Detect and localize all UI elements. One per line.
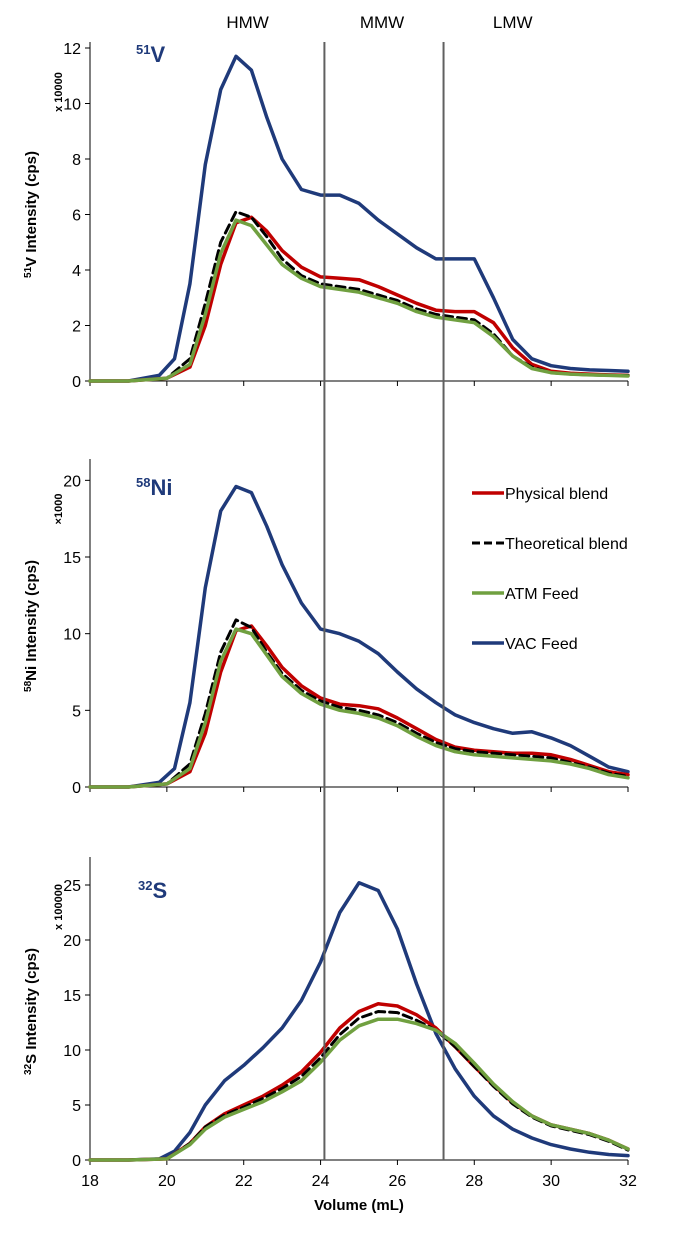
panel-element-isotope: 32 — [138, 878, 152, 893]
y-tick-label: 0 — [72, 374, 81, 391]
region-label-lmw: LMW — [493, 13, 533, 32]
x-tick-label: 32 — [619, 1173, 637, 1190]
y-axis-title-text: S Intensity (cps) — [23, 948, 40, 1064]
panel-element-symbol: V — [150, 42, 165, 67]
legend-label: VAC Feed — [505, 636, 578, 653]
series-atm-feed — [88, 627, 630, 789]
series-theoretical-blend — [88, 210, 630, 383]
y-axis-title-isotope: 51 — [23, 266, 34, 278]
panel-element-isotope: 58 — [136, 475, 150, 490]
y-axis-title: 51V Intensity (cps) — [23, 151, 40, 278]
series-vac-feed — [88, 484, 630, 789]
y-tick-label: 20 — [63, 933, 81, 950]
legend-item: Physical blend — [472, 486, 608, 503]
y-tick-label: 5 — [72, 703, 81, 720]
y-multiplier: x 10000 — [53, 72, 65, 112]
y-tick-label: 10 — [63, 627, 81, 644]
series-vac-feed — [88, 881, 630, 1162]
x-tick-label: 18 — [81, 1173, 99, 1190]
region-labels: HMW MMW LMW — [226, 13, 532, 32]
region-label-hmw: HMW — [226, 13, 268, 32]
region-label-mmw: MMW — [360, 13, 404, 32]
y-tick-label: 25 — [63, 878, 81, 895]
y-tick-label: 15 — [63, 550, 81, 567]
legend-item: ATM Feed — [472, 586, 579, 603]
y-tick-label: 20 — [63, 473, 81, 490]
y-axis-title: 32S Intensity (cps) — [23, 948, 40, 1075]
series-atm-feed — [88, 1017, 630, 1162]
y-multiplier: x 100000 — [53, 884, 65, 930]
x-tick-label: 22 — [235, 1173, 253, 1190]
x-tick-label: 24 — [312, 1173, 330, 1190]
y-tick-label: 5 — [72, 1098, 81, 1115]
y-multiplier: ×1000 — [53, 494, 65, 525]
legend-item: VAC Feed — [472, 636, 578, 653]
panel-element-label: 58Ni — [136, 475, 172, 500]
x-tick-label: 30 — [542, 1173, 560, 1190]
x-tick-label: 20 — [158, 1173, 176, 1190]
x-tick-label: 28 — [465, 1173, 483, 1190]
x-axis: 18 20 22 24 26 28 30 32 — [81, 1173, 637, 1190]
y-axis-title-isotope: 32 — [23, 1063, 34, 1075]
y-tick-label: 10 — [63, 97, 81, 114]
series-atm-feed — [88, 218, 630, 383]
panel-element-label: 51V — [136, 42, 165, 67]
y-axis-title-isotope: 58 — [23, 680, 34, 692]
series-physical-blend — [88, 215, 630, 383]
y-tick-label: 4 — [72, 263, 81, 280]
y-tick-label: 15 — [63, 988, 81, 1005]
series-vac-feed — [88, 54, 630, 383]
y-tick-label: 0 — [72, 780, 81, 797]
series-physical-blend — [88, 624, 630, 789]
panel-element-symbol: S — [152, 878, 167, 903]
x-axis-title: Volume (mL) — [314, 1197, 404, 1214]
region-dividers — [323, 42, 445, 1160]
panel-element-isotope: 51 — [136, 42, 150, 57]
y-axis-title: 58Ni Intensity (cps) — [23, 560, 40, 692]
series-theoretical-blend — [88, 1010, 630, 1162]
y-tick-label: 12 — [63, 41, 81, 58]
y-tick-label: 6 — [72, 208, 81, 225]
y-tick-label: 0 — [72, 1153, 81, 1170]
y-tick-label: 10 — [63, 1043, 81, 1060]
legend-label: ATM Feed — [505, 586, 579, 603]
legend-label: Physical blend — [505, 486, 608, 503]
y-tick-label: 2 — [72, 319, 81, 336]
legend: Physical blend Theoretical blend ATM Feed V… — [472, 486, 628, 653]
legend-label: Theoretical blend — [505, 536, 628, 553]
legend-item: Theoretical blend — [472, 536, 628, 553]
y-tick-label: 8 — [72, 152, 81, 169]
y-axis-title-text: V Intensity (cps) — [23, 151, 40, 267]
x-tick-label: 26 — [389, 1173, 407, 1190]
panel-element-symbol: Ni — [150, 475, 172, 500]
panel-element-label: 32S — [138, 878, 167, 903]
series-theoretical-blend — [88, 618, 630, 789]
y-axis-title-text: Ni Intensity (cps) — [23, 560, 40, 681]
